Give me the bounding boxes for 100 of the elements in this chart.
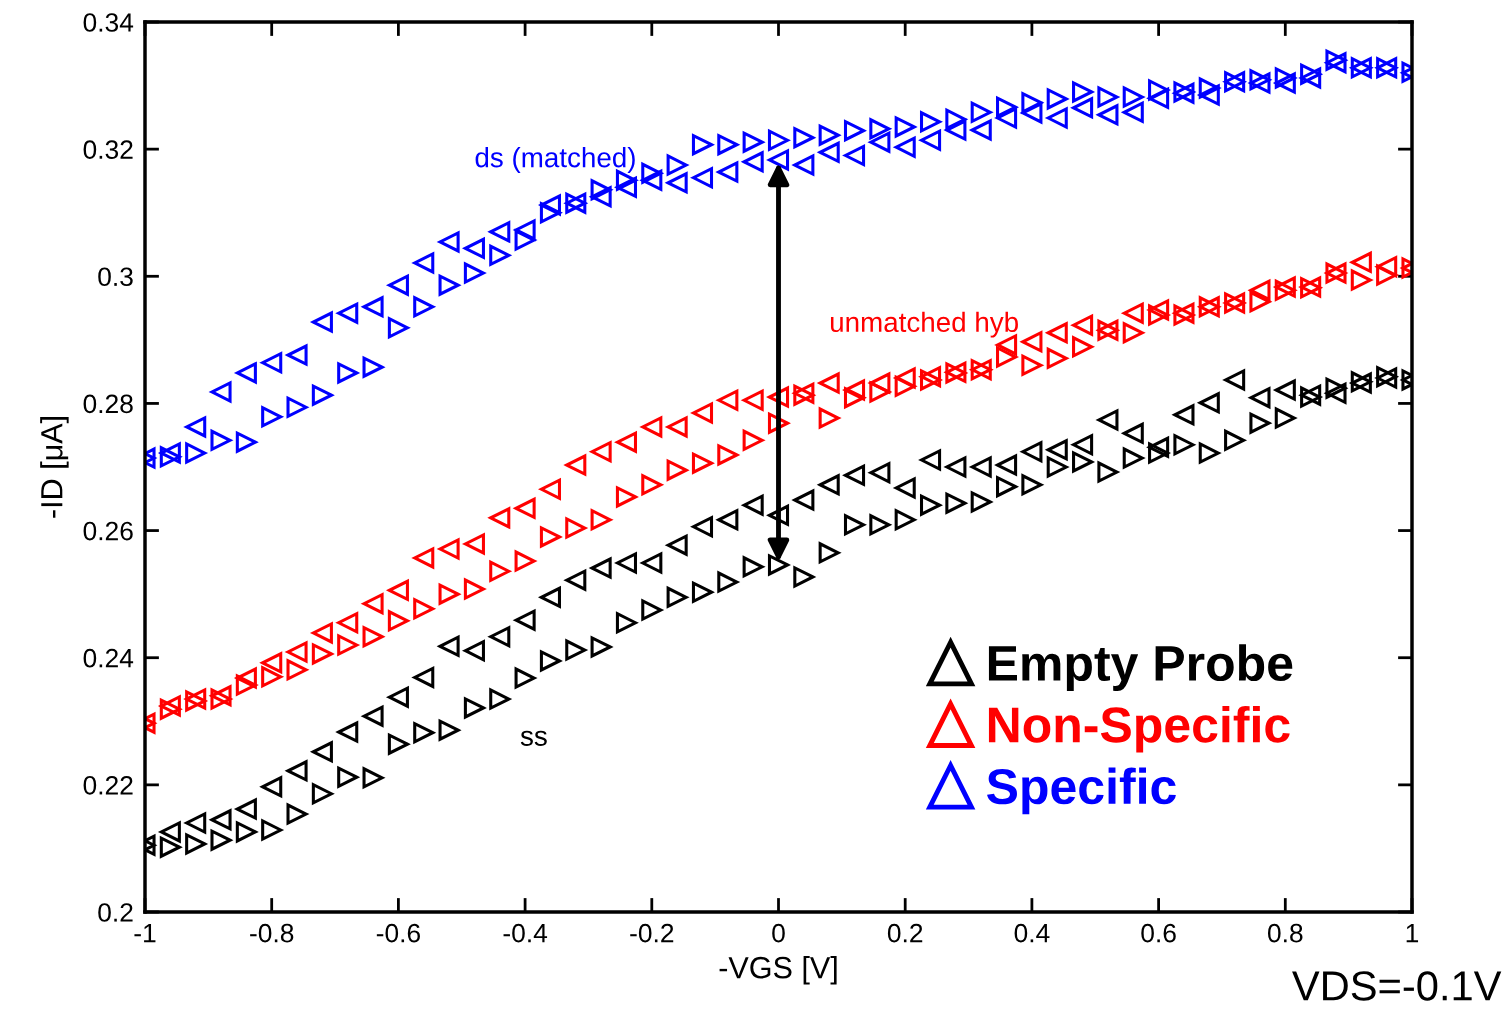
point <box>512 218 536 242</box>
point <box>311 741 333 763</box>
point <box>691 402 714 424</box>
point <box>818 124 840 146</box>
point <box>413 252 435 274</box>
point <box>641 599 663 621</box>
point <box>210 829 232 851</box>
point <box>1021 331 1043 353</box>
point <box>970 491 992 513</box>
point <box>185 416 207 438</box>
point <box>1198 442 1220 464</box>
point <box>767 554 790 576</box>
point <box>742 556 764 578</box>
point <box>740 150 764 174</box>
point <box>816 473 840 497</box>
point <box>1198 392 1220 414</box>
x-tick-label: -0.4 <box>503 923 548 943</box>
point <box>717 133 741 157</box>
y-tick-label: 0.26 <box>83 521 133 541</box>
point <box>539 194 561 216</box>
point <box>869 381 891 403</box>
point <box>767 504 790 526</box>
point <box>869 131 891 153</box>
point <box>1021 441 1043 463</box>
point <box>996 96 1018 118</box>
point <box>210 429 232 451</box>
annotation: ss <box>520 730 547 746</box>
point <box>362 626 384 648</box>
point <box>742 131 764 153</box>
point <box>1274 407 1296 429</box>
point <box>767 129 790 151</box>
point <box>588 185 612 209</box>
point <box>539 586 561 608</box>
point <box>869 372 891 394</box>
point <box>337 302 359 324</box>
y-tick-label: 0.2 <box>98 903 133 922</box>
point <box>489 688 511 710</box>
point <box>261 666 283 688</box>
point <box>666 416 688 438</box>
point <box>1122 447 1144 469</box>
point <box>387 274 409 296</box>
point <box>1021 91 1045 115</box>
point <box>210 381 232 403</box>
point <box>1148 436 1170 458</box>
x-tick-label: -1 <box>134 924 156 943</box>
point <box>539 202 561 224</box>
point <box>1122 322 1144 344</box>
point <box>1072 434 1094 456</box>
point <box>463 640 485 662</box>
point <box>362 593 384 615</box>
point <box>387 317 409 339</box>
point <box>717 444 739 466</box>
point <box>438 583 460 605</box>
point <box>843 120 866 142</box>
point <box>261 406 283 428</box>
point <box>565 639 587 661</box>
legend-label: Non-Specific <box>988 705 1290 753</box>
point <box>615 176 638 198</box>
point <box>387 610 409 632</box>
point <box>489 626 511 648</box>
point <box>1325 382 1347 404</box>
x-axis-title: -VGS [V] <box>719 956 837 985</box>
point <box>565 517 587 539</box>
point <box>1072 451 1094 473</box>
point <box>261 352 283 374</box>
point <box>286 641 308 663</box>
point <box>413 598 435 620</box>
point <box>767 149 790 171</box>
point <box>1148 299 1170 321</box>
point <box>1274 379 1296 401</box>
point <box>1072 81 1094 103</box>
point <box>691 134 714 156</box>
point <box>664 533 688 557</box>
point <box>1350 251 1372 273</box>
y-tick-label: 0.3 <box>98 267 133 287</box>
point <box>463 237 485 259</box>
point <box>1249 279 1271 301</box>
point <box>641 474 663 496</box>
point <box>413 722 435 744</box>
point <box>1097 409 1119 431</box>
point <box>1173 434 1195 456</box>
point <box>286 803 308 825</box>
point <box>894 367 916 389</box>
point <box>337 362 359 384</box>
point <box>894 477 916 499</box>
point <box>843 514 866 536</box>
y-tick-label: 0.32 <box>83 140 133 159</box>
point <box>590 179 612 201</box>
point <box>996 346 1018 368</box>
point <box>996 476 1018 498</box>
point <box>261 652 283 674</box>
point <box>869 513 893 537</box>
point <box>1046 322 1068 344</box>
point <box>413 547 435 569</box>
point <box>311 643 333 665</box>
point <box>1021 353 1045 377</box>
point <box>691 581 714 603</box>
point <box>1021 102 1043 124</box>
point <box>565 569 587 591</box>
point <box>1376 264 1398 286</box>
